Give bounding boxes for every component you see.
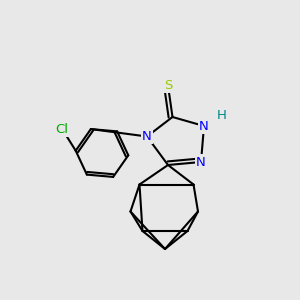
Text: S: S (164, 79, 172, 92)
Text: N: N (142, 130, 152, 143)
Text: H: H (217, 109, 227, 122)
Text: N: N (199, 119, 209, 133)
Text: Cl: Cl (56, 123, 69, 136)
Text: N: N (196, 155, 206, 169)
